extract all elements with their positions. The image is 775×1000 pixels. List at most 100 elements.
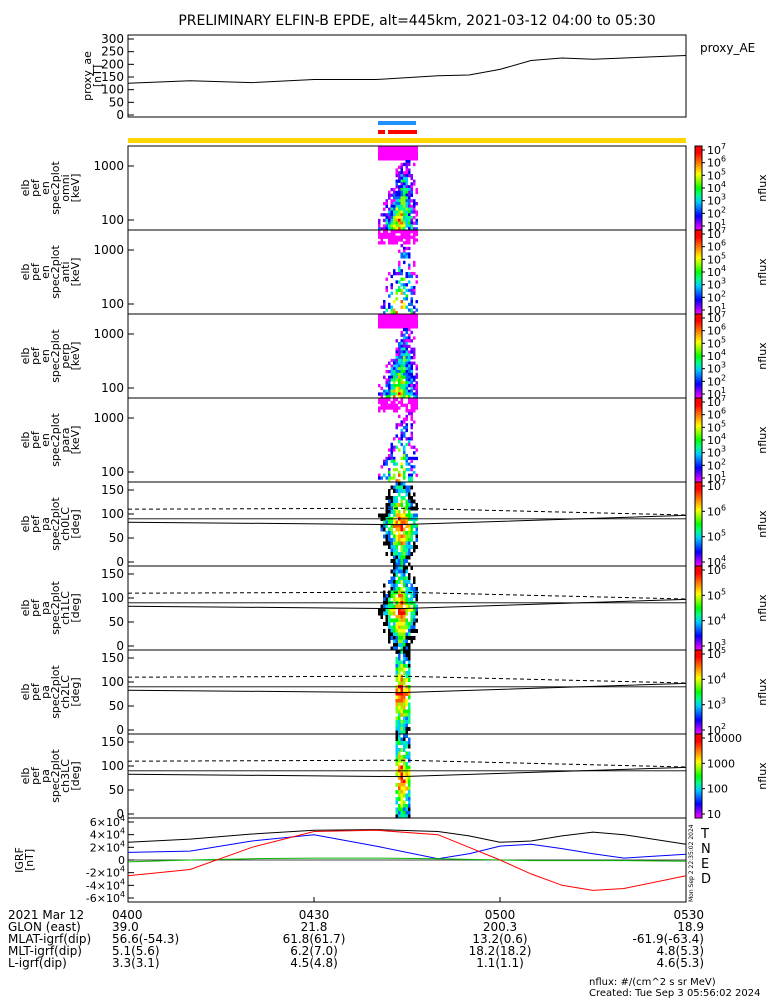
time-axis-mlat-value: -61.9(-63.4) — [633, 932, 704, 946]
spectrogram-cell — [403, 188, 406, 192]
spectrogram-cell — [403, 468, 406, 472]
spectrogram-cell — [400, 797, 403, 801]
spectrogram-cell — [403, 632, 406, 637]
spectrogram-cell — [400, 227, 403, 230]
spectrogram-cell — [385, 611, 388, 616]
colorbar-label-text: nflux — [756, 342, 769, 370]
spectrogram-cell — [405, 386, 408, 391]
spectrogram-cell — [378, 608, 381, 612]
spectrogram-cell — [383, 235, 386, 239]
spectrogram-cell — [395, 403, 398, 407]
spectrogram-cell — [405, 160, 408, 164]
spectrogram-cell — [398, 695, 401, 700]
spectrogram-cell — [400, 353, 403, 357]
spectrogram-cell — [388, 272, 391, 276]
spectrogram-cell — [408, 755, 411, 759]
time-axis-mlt-value: 4.8(5.3) — [656, 944, 704, 958]
spectrogram-cell — [405, 699, 408, 703]
spectrogram-cell — [408, 235, 411, 239]
spectrogram-cell — [388, 625, 391, 630]
spectrogram-cell — [405, 513, 408, 518]
spectrogram-cell — [405, 643, 408, 647]
spectrogram-cell — [393, 636, 396, 640]
spectrogram-cell — [383, 590, 386, 595]
spectrogram-cell — [413, 499, 416, 504]
spectrogram-cell — [398, 611, 401, 616]
spectrogram-cell — [405, 555, 408, 560]
spectrogram-cell — [393, 157, 396, 161]
spectrogram-cell — [400, 364, 403, 368]
spectrogram-cell — [395, 193, 398, 197]
spectrogram-cell — [388, 476, 391, 480]
spectrogram-cell — [410, 314, 413, 318]
spectrogram-cell — [390, 227, 393, 230]
spectrogram-cell — [388, 316, 391, 321]
spectrogram-cell — [408, 333, 411, 337]
spectrogram-cell — [398, 709, 401, 714]
spectrogram-cell — [378, 241, 381, 245]
spectrogram-cell — [398, 400, 401, 405]
spectrogram-cell — [403, 162, 406, 167]
spectrogram-cell — [390, 241, 393, 245]
spectrogram-cell — [405, 503, 408, 507]
spectrogram-cell — [395, 744, 398, 749]
spectrogram-cell — [378, 151, 381, 155]
energy-ytick-label: 1000 — [93, 159, 124, 173]
spectrogram-cell — [405, 786, 408, 791]
spectrogram-cell — [403, 221, 406, 225]
colorbar-tick-label: 101 — [707, 470, 726, 485]
spectrogram-cell — [410, 224, 413, 228]
spectrogram-cell — [395, 709, 398, 714]
spectrogram-cell — [400, 793, 403, 798]
spectrogram-cell — [388, 241, 391, 245]
spectrogram-cell — [410, 288, 413, 293]
spectrogram-cell — [405, 597, 408, 602]
spectrogram-cell — [403, 344, 406, 349]
spectrogram-cell — [398, 765, 401, 770]
spectrogram-cell — [383, 524, 386, 528]
spectrogram-cell — [388, 454, 391, 458]
colorbar-label: nflux — [756, 762, 769, 790]
spectrogram-cell — [385, 496, 388, 500]
spectrogram-cell — [403, 779, 406, 784]
spectrogram-cell — [398, 811, 401, 815]
spectrogram-cell — [415, 364, 418, 368]
spectrogram-cell — [390, 538, 393, 542]
spectrogram-cell — [390, 506, 393, 511]
spectrogram-cell — [385, 230, 388, 234]
spectrogram-cell — [408, 328, 411, 332]
spectrogram-cell — [388, 492, 391, 497]
spectrogram-cell — [383, 375, 386, 379]
spectrogram-cell — [395, 552, 398, 556]
spectrogram-cell — [398, 618, 401, 623]
spectrogram-cell — [408, 190, 411, 195]
spectrogram-cell — [398, 559, 401, 563]
spectrogram-ylabel-line: pef — [29, 514, 42, 533]
spectrogram-cell — [390, 392, 393, 396]
spectrogram-cell — [390, 451, 393, 455]
spectrogram-cell — [410, 479, 413, 482]
spectrogram-cell — [410, 370, 413, 374]
spectrogram-cell — [403, 260, 406, 265]
spectrogram-cell — [385, 615, 388, 619]
spectrogram-cell — [395, 695, 398, 700]
spectrogram-cell — [413, 615, 416, 619]
spectrogram-cell — [378, 230, 381, 234]
spectrogram-cell — [390, 569, 393, 574]
spectrogram-cell — [405, 176, 408, 181]
spectrogram-cell — [413, 398, 416, 402]
spectrogram-cell — [408, 381, 411, 385]
proxy-ae-line — [127, 55, 687, 84]
spectrogram-cell — [410, 622, 413, 626]
spectrogram-cell — [413, 545, 416, 549]
spectrogram-cell — [405, 566, 408, 570]
units-note: nflux: #/(cm^2 s sr MeV) — [589, 977, 716, 988]
time-axis-l-value: 4.6(5.3) — [656, 956, 704, 970]
spectrogram-cell — [408, 230, 411, 234]
spectrogram-cell — [400, 608, 403, 612]
spectrogram-cell — [398, 322, 401, 326]
spectrogram-cell — [415, 629, 418, 633]
spectrogram-cell — [395, 423, 398, 427]
spectrogram-cell — [388, 398, 391, 402]
spectrogram-cell — [405, 272, 408, 276]
